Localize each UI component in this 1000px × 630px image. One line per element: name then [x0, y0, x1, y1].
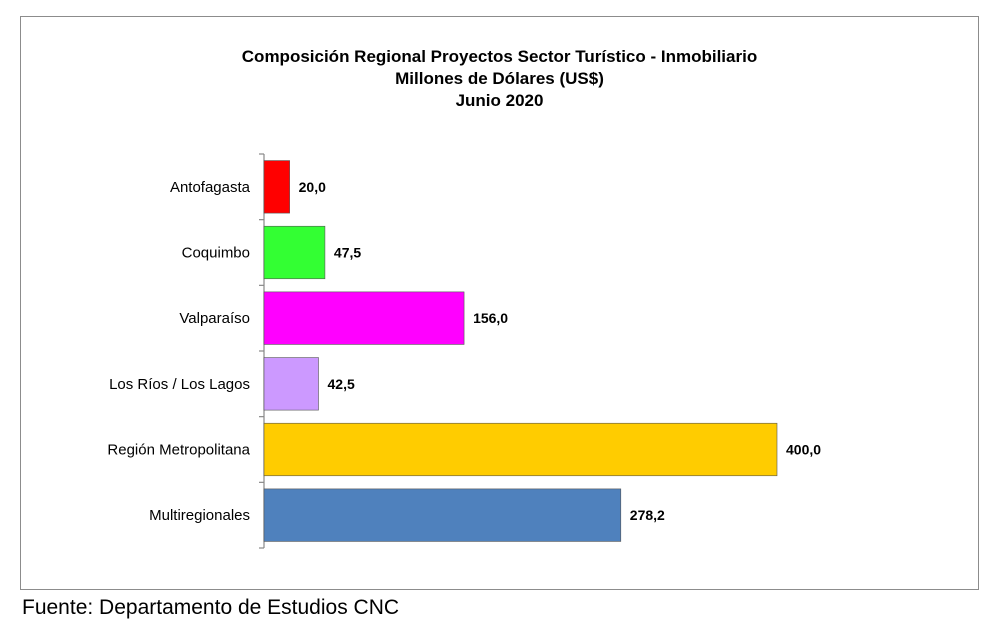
bar [263, 488, 622, 542]
chart-title-block: Composición Regional Proyectos Sector Tu… [20, 46, 979, 112]
data-label: 156,0 [473, 310, 508, 326]
category-label: Coquimbo [182, 245, 250, 262]
source-note: Fuente: Departamento de Estudios CNC [22, 596, 400, 619]
chart-title: Composición Regional Proyectos Sector Tu… [241, 47, 758, 66]
data-label: 278,2 [630, 507, 665, 523]
chart-subtitle-units: Millones de Dólares (US$) [395, 69, 604, 88]
data-label: 47,5 [334, 245, 361, 261]
category-label: Región Metropolitana [107, 442, 250, 459]
category-label: Los Ríos / Los Lagos [109, 376, 250, 393]
category-label: Valparaíso [179, 310, 250, 327]
bar [263, 357, 319, 411]
category-label: Antofagasta [170, 179, 251, 196]
chart-subtitle-date: Junio 2020 [455, 91, 544, 110]
bar [263, 422, 778, 477]
bar [263, 291, 465, 345]
bar [263, 160, 290, 214]
data-label: 42,5 [328, 376, 355, 392]
data-label: 400,0 [786, 442, 821, 458]
bar [263, 225, 326, 280]
data-label: 20,0 [299, 179, 326, 195]
category-label: Multiregionales [149, 507, 250, 524]
